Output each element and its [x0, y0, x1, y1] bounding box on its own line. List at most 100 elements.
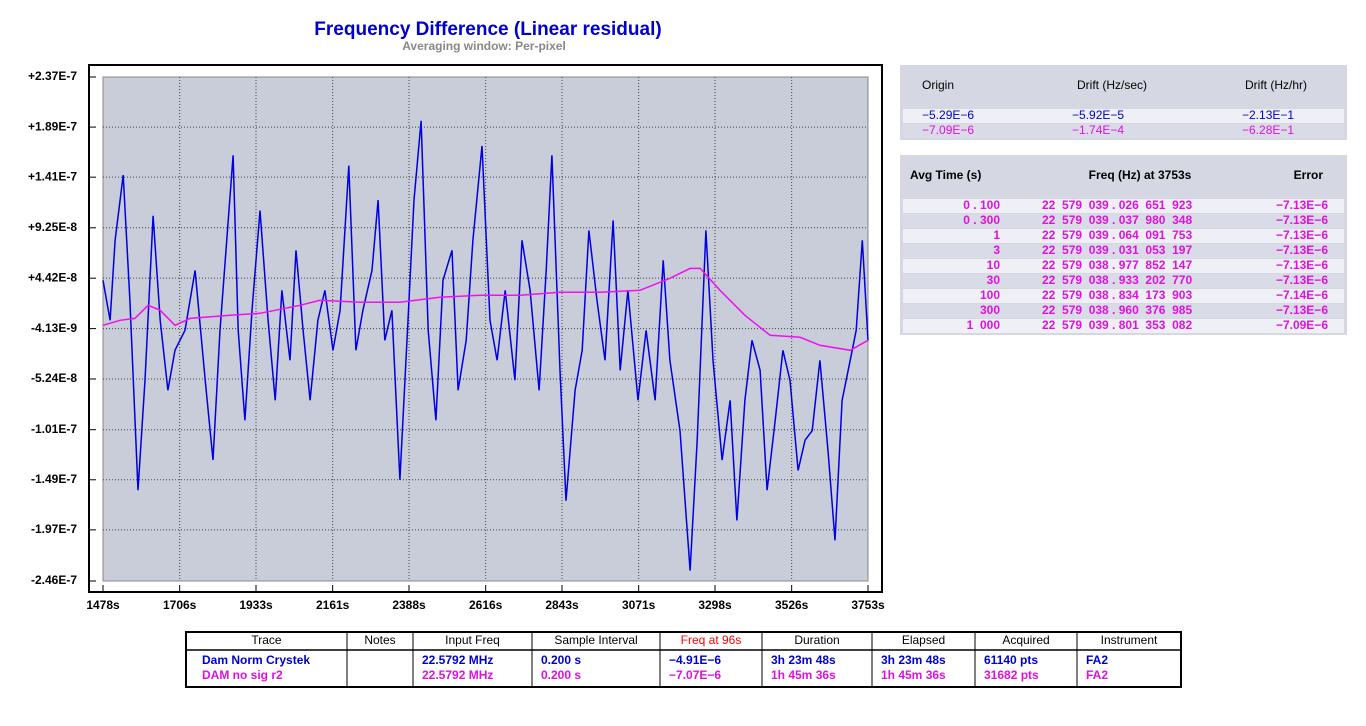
table-cell: −5.92E−5 [1072, 108, 1124, 122]
table-cell: −6.28E−1 [1242, 123, 1294, 137]
table-row-bg [903, 199, 1344, 213]
table-cell: FA2 [1086, 668, 1108, 682]
table-cell: 22.5792 MHz [422, 668, 493, 682]
y-tick-label: -4.13E-9 [31, 321, 77, 335]
table-cell: 100 [980, 288, 1000, 302]
table-cell: −7.13E−6 [1276, 198, 1328, 212]
y-tick-label: +9.25E-8 [28, 220, 77, 234]
table-cell: 61140 pts [984, 653, 1038, 667]
table-header: Duration [794, 633, 839, 647]
table-cell: −7.07E−6 [669, 668, 721, 682]
table-header: Drift (Hz/sec) [1077, 78, 1147, 92]
table-cell: 0 . 100 [963, 198, 1000, 212]
table-header: Error [1294, 168, 1324, 182]
table-cell: −4.91E−6 [669, 653, 721, 667]
table-row-bg [903, 244, 1344, 258]
table-header: Trace [251, 633, 282, 647]
y-tick-label: -1.49E-7 [31, 472, 77, 486]
table-cell: −7.09E−6 [1276, 318, 1328, 332]
table-header: Acquired [1002, 633, 1049, 647]
table-cell: 22 579 039 . 026 651 923 [1042, 198, 1192, 212]
y-tick-label: -5.24E-8 [31, 371, 77, 385]
table-cell: 22 579 038 . 834 173 903 [1042, 288, 1192, 302]
x-tick-label: 2843s [545, 598, 579, 612]
table-cell: DAM no sig r2 [202, 668, 283, 682]
table-cell: 3h 23m 48s [771, 653, 836, 667]
y-tick-label: +4.42E-8 [28, 270, 77, 284]
table-cell: 22 579 039 . 037 980 348 [1042, 213, 1192, 227]
table-header: Notes [364, 633, 395, 647]
table-cell: 22 579 038 . 960 376 985 [1042, 303, 1192, 317]
chart-subtitle: Averaging window: Per-pixel [402, 39, 566, 53]
x-tick-label: 1706s [163, 598, 197, 612]
line-series [102, 120, 869, 571]
y-tick-label: -1.01E-7 [31, 422, 77, 436]
table-cell: 22 579 038 . 977 852 147 [1042, 258, 1192, 272]
table-header: Origin [922, 78, 954, 92]
x-tick-label: 1933s [239, 598, 273, 612]
table-cell: −5.29E−6 [922, 108, 974, 122]
table-header: Sample Interval [554, 633, 637, 647]
table-cell: 22 579 038 . 933 202 770 [1042, 273, 1192, 287]
x-tick-label: 3298s [698, 598, 732, 612]
table-row-bg [903, 274, 1344, 288]
table-cell: −1.74E−4 [1072, 123, 1124, 137]
x-tick-label: 3526s [775, 598, 809, 612]
table-cell: 0.200 s [541, 653, 581, 667]
table-header: Freq (Hz) at 3753s [1089, 168, 1192, 182]
table-header: Instrument [1101, 633, 1158, 647]
table-row-bg [903, 124, 1344, 138]
table-row-bg [903, 259, 1344, 273]
table-cell: FA2 [1086, 653, 1108, 667]
trace-table [185, 631, 1182, 688]
x-tick-label: 2388s [392, 598, 426, 612]
table-cell: 22 579 039 . 031 053 197 [1042, 243, 1192, 257]
table-header: Drift (Hz/hr) [1245, 78, 1307, 92]
table-cell: 22.5792 MHz [422, 653, 493, 667]
x-tick-label: 3753s [851, 598, 885, 612]
y-tick-label: +2.37E-7 [28, 69, 77, 83]
table-cell: −7.13E−6 [1276, 258, 1328, 272]
table-cell: 0.200 s [541, 668, 581, 682]
table-cell: −2.13E−1 [1242, 108, 1294, 122]
table-row-bg [903, 109, 1344, 123]
table-cell: 300 [980, 303, 1000, 317]
y-tick-label: -1.97E-7 [31, 522, 77, 536]
x-tick-label: 2161s [316, 598, 350, 612]
x-tick-label: 3071s [622, 598, 656, 612]
table-cell: 1h 45m 36s [771, 668, 836, 682]
table-cell: 22 579 039 . 064 091 753 [1042, 228, 1192, 242]
table-cell: 1 [993, 228, 1000, 242]
table-cell: 3 [993, 243, 1000, 257]
x-tick-label: 2616s [469, 598, 503, 612]
y-tick-label: +1.41E-7 [28, 169, 77, 183]
table-cell: −7.13E−6 [1276, 273, 1328, 287]
table-cell: 3h 23m 48s [881, 653, 946, 667]
line-series [102, 267, 869, 352]
table-cell: 31682 pts [984, 668, 1039, 682]
table-row-bg [903, 229, 1344, 243]
table-header: Avg Time (s) [910, 168, 981, 182]
table-header: Elapsed [902, 633, 945, 647]
table-cell: Dam Norm Crystek [202, 653, 310, 667]
table-cell: −7.13E−6 [1276, 243, 1328, 257]
table-row-bg [903, 214, 1344, 228]
table-row-bg [903, 289, 1344, 303]
table-header: Freq at 96s [681, 633, 742, 647]
table-header: Input Freq [445, 633, 500, 647]
x-tick-label: 1478s [86, 598, 120, 612]
table-cell: 22 579 039 . 801 353 082 [1042, 318, 1192, 332]
table-cell: −7.13E−6 [1276, 213, 1328, 227]
table-cell: 0 . 300 [963, 213, 1000, 227]
y-tick-label: +1.89E-7 [28, 119, 77, 133]
y-tick-label: -2.46E-7 [31, 573, 77, 587]
table-cell: −7.09E−6 [922, 123, 974, 137]
table-cell: 10 [987, 258, 1001, 272]
table-cell: −7.13E−6 [1276, 228, 1328, 242]
chart-title: Frequency Difference (Linear residual) [314, 19, 661, 40]
table-cell: −7.14E−6 [1276, 288, 1328, 302]
table-row-bg [903, 319, 1344, 333]
table-cell: 1h 45m 36s [881, 668, 946, 682]
table-cell: 1 000 [967, 318, 1001, 332]
